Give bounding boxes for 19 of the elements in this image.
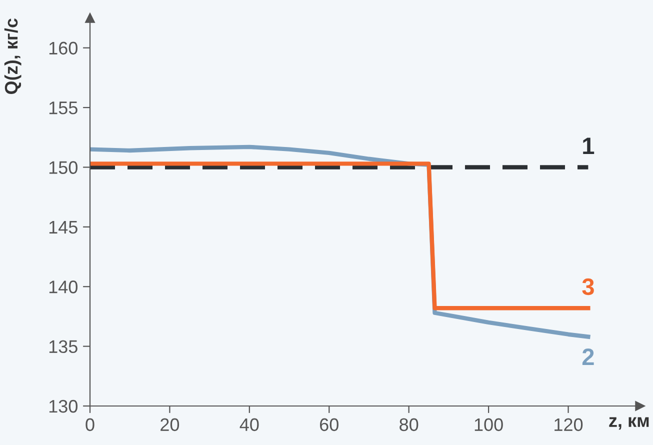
series-label: 1 xyxy=(583,138,594,154)
x-tick-label: 40 xyxy=(240,418,259,432)
y-tick-label: 155 xyxy=(49,102,78,114)
x-tick-label: 100 xyxy=(474,418,503,432)
x-tick-label: 60 xyxy=(320,418,338,432)
y-tick-label: 145 xyxy=(49,221,78,234)
x-tick-label: 120 xyxy=(554,418,583,432)
y-tick-label: 130 xyxy=(49,400,78,413)
x-tick-label: 20 xyxy=(160,418,180,432)
x-tick-label: 0 xyxy=(86,418,94,432)
x-axis-title: z, км xyxy=(609,417,649,430)
x-tick-label: 80 xyxy=(400,418,418,432)
y-axis-title: Q(z), кг/с xyxy=(4,18,22,94)
y-tick-label: 140 xyxy=(49,280,78,294)
y-tick-label: 135 xyxy=(49,340,78,354)
series-label: 2 xyxy=(582,348,594,365)
series-label: 3 xyxy=(582,278,594,296)
y-tick-label: 150 xyxy=(49,161,78,174)
y-tick-label: 160 xyxy=(49,42,78,55)
